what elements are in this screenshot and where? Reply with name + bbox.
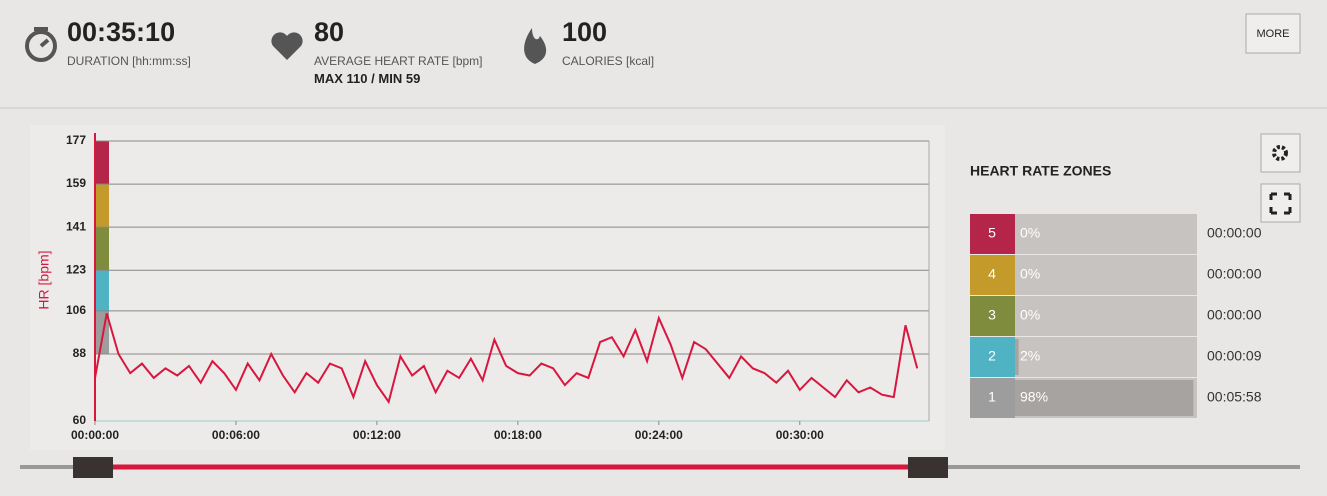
max: 110 [347, 71, 368, 86]
zone-number-bg [970, 296, 1015, 336]
zone-number: 2 [988, 348, 996, 364]
x-tick-label: 00:00:00 [71, 428, 119, 442]
zones-title: HEART RATE ZONES [970, 163, 1111, 179]
zone-bar-bg [1015, 255, 1197, 295]
avg-hr-label: AVERAGE HEART RATE [bpm] [314, 54, 483, 68]
zone-percent: 0% [1020, 307, 1040, 323]
y-tick-label: 177 [66, 133, 86, 147]
zone-percent: 2% [1020, 348, 1040, 364]
zone-time: 00:00:09 [1207, 348, 1262, 364]
x-tick-label: 00:30:00 [776, 428, 824, 442]
y-tick-label: 123 [66, 262, 86, 276]
zone-number: 3 [988, 307, 996, 323]
y-tick-label: 60 [73, 413, 87, 427]
hr-line [94, 313, 919, 405]
more-text[interactable]: MORE [1257, 28, 1290, 40]
zone-number: 5 [988, 225, 996, 241]
avg-hr: 80 [314, 17, 344, 47]
chart-bg [30, 125, 945, 450]
zone-number-bg [970, 337, 1015, 377]
range-handle-left[interactable] [73, 457, 113, 478]
x-tick-label: 00:12:00 [353, 428, 401, 442]
max-min: MAX 110 / MIN 59 [314, 71, 420, 86]
settings-button[interactable] [1260, 133, 1301, 173]
max-label: MAX [314, 71, 343, 86]
min-label: MIN [378, 71, 402, 86]
zone-bar-bg [1015, 337, 1197, 377]
zone-number: 4 [988, 266, 996, 282]
zone-band [95, 270, 109, 311]
y-tick-label: 106 [66, 303, 86, 317]
zone-number-bg [970, 255, 1015, 295]
zone-band [95, 184, 109, 228]
flame-icon [524, 28, 547, 64]
zone-bar [1015, 380, 1194, 416]
zone-bar-bg [1015, 296, 1197, 336]
y-tick-label: 141 [66, 219, 86, 233]
min: 59 [406, 71, 420, 86]
zone-time: 00:05:58 [1207, 389, 1262, 405]
zone-number-bg [970, 378, 1015, 418]
zone-number-bg [970, 214, 1015, 254]
zone-band [95, 227, 109, 271]
range-handle-right[interactable] [908, 457, 948, 478]
x-tick-label: 00:18:00 [494, 428, 542, 442]
fullscreen-button[interactable] [1260, 183, 1301, 223]
y-tick-label: 159 [66, 176, 86, 190]
calories-label: CALORIES [kcal] [562, 54, 654, 68]
duration: 00:35:10 [67, 17, 175, 47]
zone-band [95, 141, 109, 185]
y-axis-label: HR [bpm] [36, 250, 52, 309]
calories: 100 [562, 17, 607, 47]
more-button[interactable] [1245, 13, 1301, 54]
zone-time: 00:00:00 [1207, 266, 1262, 282]
duration-label: DURATION [hh:mm:ss] [67, 54, 191, 68]
zone-percent: 0% [1020, 266, 1040, 282]
y-tick-label: 88 [73, 346, 87, 360]
zone-time: 00:00:00 [1207, 307, 1262, 323]
zone-percent: 0% [1020, 225, 1040, 241]
heart-icon [271, 32, 303, 60]
zone-time: 00:00:00 [1207, 225, 1262, 241]
sep: / [371, 71, 375, 86]
zone-bar [1015, 339, 1019, 375]
fullscreen-icon[interactable] [1269, 192, 1292, 215]
zone-number: 1 [988, 389, 996, 405]
zone-percent: 98% [1020, 389, 1048, 405]
x-tick-label: 00:24:00 [635, 428, 683, 442]
stopwatch-icon [25, 27, 57, 62]
zone-bar-bg [1015, 214, 1197, 254]
x-tick-label: 00:06:00 [212, 428, 260, 442]
gear-icon[interactable] [1272, 145, 1288, 161]
